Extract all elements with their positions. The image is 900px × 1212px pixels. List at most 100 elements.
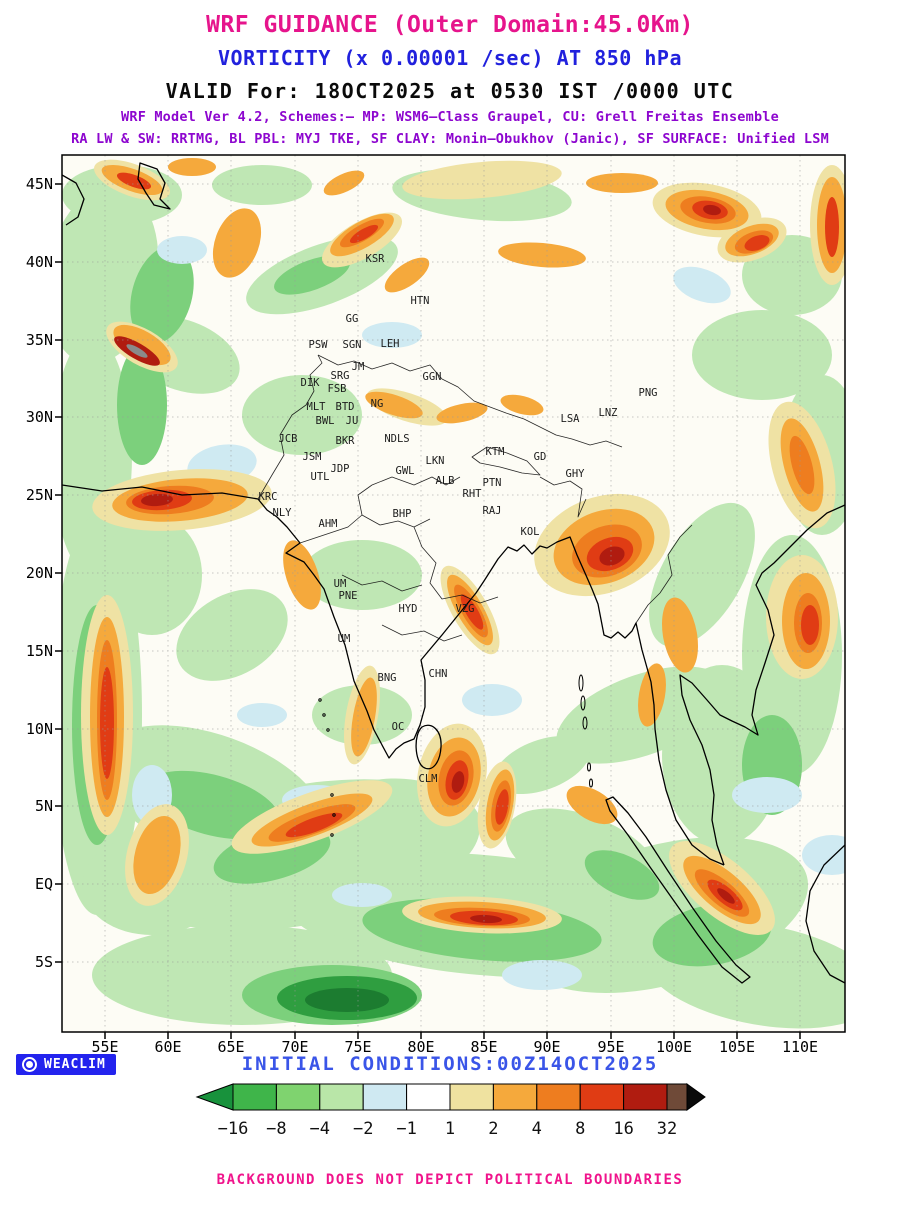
station-label: GD — [534, 451, 547, 463]
axis-labels: 45N 40N 35N 30N 25N 20N 15N 10N 5N EQ 5S 55E 60E 65E 7… — [26, 175, 818, 1052]
model-config-line-1: WRF Model Ver 4.2, Schemes:– MP: WSM6–Cl… — [121, 109, 779, 125]
station-label: SGN — [343, 339, 362, 351]
station-label: JM — [352, 361, 365, 373]
colorbar-cell — [579, 1083, 625, 1111]
colorbar-cell — [492, 1083, 538, 1111]
lon-tick-label: 110E — [782, 1038, 818, 1052]
internal-boundaries — [257, 354, 693, 642]
station-label: OC — [392, 721, 405, 733]
weaclim-logo-badge: WEACLIM — [16, 1054, 116, 1075]
colorbar-cell — [275, 1083, 321, 1111]
station-label: MLT — [307, 401, 327, 413]
station-label: BNG — [378, 672, 397, 684]
lat-tick-label: 45N — [26, 175, 53, 193]
colorbar-cell — [362, 1083, 408, 1111]
lon-tick-label: 100E — [656, 1038, 692, 1052]
lat-tick-label: 25N — [26, 486, 53, 504]
station-label: JU — [346, 415, 359, 427]
station-label: GWL — [396, 465, 415, 477]
vorticity-field-dark-red — [114, 204, 735, 924]
station-label: HYD — [399, 603, 418, 615]
colorbar-overflow-cell — [666, 1083, 688, 1111]
station-label: UTL — [311, 471, 330, 483]
coastlines — [62, 162, 845, 984]
station-label: KSR — [366, 253, 386, 265]
colorbar-tick-label: 16 — [613, 1119, 633, 1139]
colorbar-tick-label: −16 — [218, 1119, 249, 1139]
station-label: ALB — [436, 475, 455, 487]
colorbar-tick-label: −1 — [396, 1119, 416, 1139]
vorticity-field-gray-core — [126, 344, 148, 358]
station-label: PNE — [339, 590, 358, 602]
station-label: CHN — [429, 668, 448, 680]
lon-tick-label: 85E — [470, 1038, 497, 1052]
lon-tick-label: 95E — [597, 1038, 624, 1052]
station-label: NG — [371, 398, 384, 410]
lon-tick-label: 80E — [407, 1038, 434, 1052]
footer-row: WEACLIM INITIAL CONDITIONS:00Z14OCT2025 — [0, 1052, 900, 1078]
station-label: RAJ — [483, 505, 502, 517]
lat-tick-label: 15N — [26, 642, 53, 660]
model-config-line-2: RA LW & SW: RRTMG, BL PBL: MYJ TKE, SF C… — [71, 131, 829, 147]
initial-conditions-text: INITIAL CONDITIONS:00Z14OCT2025 — [241, 1053, 659, 1075]
lat-tick-label: 30N — [26, 408, 53, 426]
station-label: BWL — [316, 415, 335, 427]
lon-tick-label: 105E — [719, 1038, 755, 1052]
station-label: LSA — [561, 413, 581, 425]
colorbar-right-arrow — [686, 1083, 706, 1111]
colorbar-cell — [536, 1083, 581, 1111]
station-label: UM — [334, 578, 347, 590]
lon-tick-label: 55E — [91, 1038, 118, 1052]
colorbar-tick-label: 4 — [532, 1119, 542, 1139]
colorbar-cell — [623, 1083, 668, 1111]
station-label: BKR — [336, 435, 356, 447]
variable-subtitle: VORTICITY (x 0.00001 /sec) AT 850 hPa — [217, 46, 683, 70]
map-frame — [61, 154, 846, 1033]
lat-tick-label: 40N — [26, 253, 53, 271]
lon-tick-label: 90E — [533, 1038, 560, 1052]
station-label: LEH — [381, 338, 400, 350]
station-label: KRC — [259, 491, 278, 503]
station-label: FSB — [328, 383, 347, 395]
station-label: JDP — [331, 463, 350, 475]
station-label: BTD — [336, 401, 355, 413]
station-label: GG — [346, 313, 359, 325]
colorbar-tick-label: 32 — [657, 1119, 677, 1139]
lat-tick-label: 35N — [26, 331, 53, 349]
colorbar-left-arrow — [195, 1083, 234, 1111]
station-label: KTM — [486, 446, 505, 458]
station-label: CLM — [419, 773, 438, 785]
lon-tick-label: 60E — [154, 1038, 181, 1052]
station-label: UM — [338, 633, 351, 645]
station-label: NDLS — [384, 433, 409, 445]
colorbar-legend: −16 −8 −4 −2 −1 1 2 4 8 16 32 — [195, 1083, 706, 1139]
disclaimer-text: BACKGROUND DOES NOT DEPICT POLITICAL BOU… — [216, 1172, 684, 1188]
colorbar-tick-label: −8 — [266, 1119, 286, 1139]
station-label: PTN — [483, 477, 502, 489]
colorbar-tick-label: 2 — [488, 1119, 498, 1139]
weaclim-logo-icon — [22, 1057, 37, 1072]
station-label: RHT — [463, 488, 483, 500]
lat-tick-label: 5N — [35, 797, 53, 815]
station-label: HTN — [411, 295, 430, 307]
colorbar-tick-label: 8 — [575, 1119, 585, 1139]
lon-tick-label: 70E — [281, 1038, 308, 1052]
valid-time-line: VALID For: 18OCT2025 at 0530 IST /0000 U… — [165, 79, 735, 103]
station-label: VZG — [456, 603, 475, 615]
station-label: LKN — [426, 455, 445, 467]
vorticity-field-red — [100, 172, 839, 926]
lat-tick-label: EQ — [35, 875, 53, 893]
station-label: NLY — [273, 507, 293, 519]
colorbar-tick-label: −2 — [353, 1119, 373, 1139]
colorbar-cell — [232, 1083, 277, 1111]
station-label: BHP — [393, 508, 412, 520]
lat-tick-label: 20N — [26, 564, 53, 582]
lat-tick-label: 10N — [26, 720, 53, 738]
colorbar-cell — [449, 1083, 494, 1111]
lon-tick-label: 65E — [217, 1038, 244, 1052]
station-label: PNG — [639, 387, 658, 399]
weaclim-logo-text: WEACLIM — [44, 1057, 106, 1072]
colorbar-tick-label: −4 — [310, 1119, 330, 1139]
